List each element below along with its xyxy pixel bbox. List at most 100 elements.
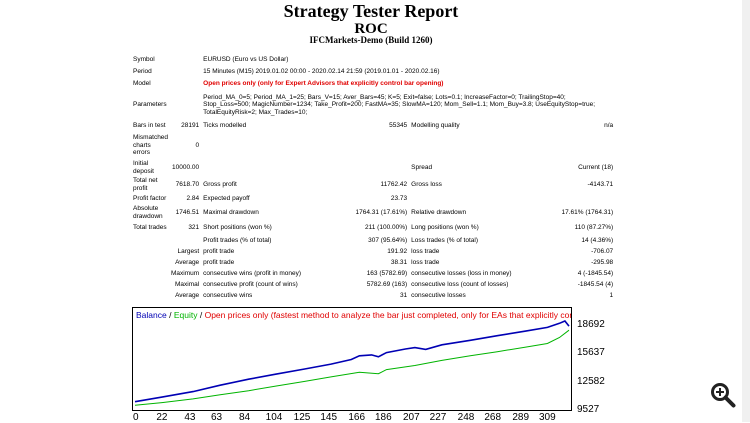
short-value: 211 (100.00%)	[365, 224, 408, 232]
maxdd-value: 1764.31 (17.61%)	[355, 208, 408, 216]
bars-value: 28191	[181, 122, 200, 130]
deposit-label: Initial deposit	[133, 160, 154, 175]
x-tick-label: 145	[320, 412, 338, 423]
period-label: Period	[133, 68, 152, 76]
mcp-value: 5782.69 (163)	[366, 280, 408, 288]
spread-label: Spread	[411, 163, 433, 171]
average-label: Average	[175, 258, 200, 266]
x-tick-label: 104	[265, 412, 283, 423]
mcls-label: consecutive loss (count of losses)	[411, 280, 509, 288]
grossprofit-value: 11762.42	[380, 180, 408, 188]
quality-label: Modelling quality	[411, 122, 460, 130]
netprofit-value: 7618.70	[175, 180, 200, 188]
mcl-label: consecutive losses (loss in money)	[411, 269, 512, 277]
maxdd-label: Maximal drawdown	[203, 208, 259, 216]
deposit-value: 10000.00	[172, 163, 200, 171]
ptrades-value: 307 (95.64%)	[368, 236, 408, 244]
spread-value: Current (18)	[578, 163, 614, 171]
absdd-label: Absolute drawdown	[133, 205, 163, 220]
grossprofit-label: Gross profit	[203, 180, 237, 188]
x-tick-label: 309	[539, 412, 556, 423]
mismatch-label: Mismatched charts errors	[133, 134, 169, 157]
ticks-label: Ticks modelled	[203, 122, 247, 130]
x-tick-label: 22	[156, 412, 168, 423]
apt-value: 38.31	[390, 258, 408, 266]
acl-label: consecutive losses	[411, 291, 466, 299]
pf-label: Profit factor	[133, 194, 167, 202]
ltrades-label: Loss trades (% of total)	[411, 236, 479, 244]
mcw-label: consecutive wins (profit in money)	[203, 269, 302, 277]
period-value: 15 Minutes (M15) 2019.01.02 00:00 - 2020…	[203, 68, 440, 76]
params-label: Parameters	[133, 101, 167, 109]
x-tick-label: 0	[133, 412, 139, 423]
acw-value: 31	[399, 291, 408, 299]
x-tick-label: 84	[239, 412, 251, 423]
legend-sep-2: /	[199, 310, 203, 320]
balance-line	[134, 320, 570, 403]
llt-value: -706.07	[591, 247, 614, 255]
symbol-value: EURUSD (Euro vs US Dollar)	[203, 56, 289, 64]
grossloss-value: -4143.71	[587, 180, 614, 188]
report-build: IFCMarkets-Demo (Build 1260)	[309, 35, 433, 45]
x-tick-label: 166	[348, 412, 366, 423]
x-tick-label: 207	[403, 412, 420, 423]
legend-balance: Balance	[136, 310, 167, 320]
acw-label: consecutive wins	[203, 291, 253, 299]
equity-line	[134, 329, 570, 406]
report-title: Strategy Tester Report	[283, 1, 459, 21]
trades-label: Total trades	[133, 224, 167, 232]
maximum-label: Maximum	[171, 269, 200, 277]
ltrades-value: 14 (4.36%)	[581, 236, 614, 244]
legend-equity: Equity	[173, 310, 198, 320]
report-table: Symbol EURUSD (Euro vs US Dollar) Period…	[131, 54, 615, 301]
apt-label: profit trade	[203, 258, 235, 266]
quality-value: n/a	[604, 122, 614, 130]
alt-value: -295.98	[591, 258, 614, 266]
maximal-label: Maximal	[174, 280, 200, 288]
x-tick-label: 227	[429, 412, 447, 423]
chart-plot	[134, 320, 570, 406]
magnifier-plus-icon[interactable]	[710, 382, 736, 408]
model-value: Open prices only (only for Expert Adviso…	[203, 80, 444, 88]
mcls-value: -1845.54 (4)	[577, 280, 614, 288]
params-value: Period_MA_0=5; Period_MA_1=25; Bars_V=15…	[203, 93, 596, 116]
netprofit-label: Total net profit	[133, 177, 158, 192]
absdd-value: 1746.51	[175, 208, 200, 216]
long-label: Long positions (won %)	[411, 224, 479, 232]
payoff-value: 23.73	[390, 194, 408, 202]
reldd-label: Relative drawdown	[411, 208, 467, 216]
legend-sep-1: /	[169, 310, 172, 320]
mcw-value: 163 (5782.69)	[366, 269, 408, 277]
scrollbar[interactable]	[742, 0, 750, 422]
y-tick-label: 15637	[577, 347, 605, 358]
short-label: Short positions (won %)	[203, 224, 272, 232]
balance-chart: Balance / Equity / Open prices only (fas…	[132, 307, 572, 411]
largest-label: Largest	[177, 247, 200, 255]
alt-label: loss trade	[411, 258, 440, 266]
reldd-value: 17.61% (1764.31)	[561, 208, 614, 216]
payoff-label: Expected payoff	[203, 194, 250, 202]
x-tick-label: 186	[375, 412, 392, 423]
x-tick-label: 248	[457, 412, 475, 423]
legend-note: Open prices only (fastest method to anal…	[204, 310, 572, 320]
report-subtitle: ROC	[354, 21, 388, 37]
x-tick-label: 125	[293, 412, 311, 423]
x-tick-label: 43	[184, 412, 196, 423]
chart-legend: Balance / Equity / Open prices only (fas…	[136, 310, 572, 320]
x-tick-label: 289	[512, 412, 530, 423]
lpt-value: 191.92	[387, 247, 408, 255]
lpt-label: profit trade	[203, 247, 235, 255]
model-label: Model	[133, 80, 151, 88]
long-value: 110 (87.27%)	[574, 224, 614, 232]
x-tick-label: 268	[484, 412, 502, 423]
llt-label: loss trade	[411, 247, 440, 255]
mcp-label: consecutive profit (count of wins)	[203, 280, 298, 288]
symbol-label: Symbol	[133, 56, 155, 64]
y-tick-label: 18692	[577, 319, 605, 330]
y-tick-label: 12582	[577, 376, 605, 387]
average2-label: Average	[175, 291, 200, 299]
pf-value: 2.84	[186, 194, 200, 202]
y-tick-label: 9527	[577, 404, 600, 415]
bars-label: Bars in test	[133, 122, 166, 130]
trades-value: 321	[188, 224, 200, 232]
